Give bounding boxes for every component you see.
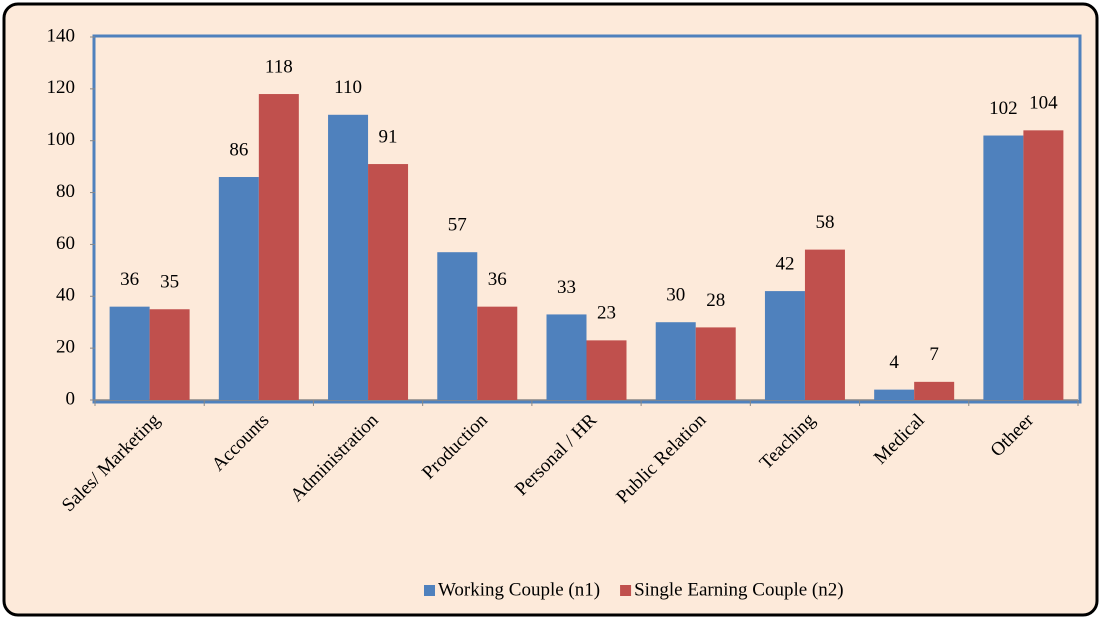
- bar: [546, 314, 587, 400]
- data-label: 104: [1029, 93, 1058, 114]
- y-tick-label: 120: [47, 77, 76, 98]
- y-tick-label: 40: [56, 285, 75, 306]
- y-tick-label: 100: [47, 129, 76, 150]
- legend-label: Single Earning Couple (n2): [634, 579, 844, 600]
- data-label: 30: [666, 285, 685, 306]
- data-label: 42: [775, 253, 794, 274]
- data-label: 23: [597, 303, 616, 324]
- data-label: 57: [448, 215, 467, 236]
- data-label: 36: [488, 269, 507, 290]
- bar: [804, 249, 845, 400]
- bar: [914, 381, 955, 400]
- data-label: 28: [706, 290, 725, 311]
- data-label: 33: [557, 277, 576, 298]
- bar: [764, 291, 805, 400]
- data-label: 35: [160, 272, 179, 293]
- bar: [368, 164, 409, 400]
- data-label: 118: [265, 56, 293, 77]
- plot-frame: [92, 34, 1082, 404]
- bar: [983, 135, 1024, 400]
- bar: [218, 177, 259, 400]
- data-label: 7: [929, 344, 939, 365]
- legend-label: Working Couple (n1): [438, 579, 600, 600]
- y-tick-label: 140: [47, 25, 76, 46]
- data-label: 86: [229, 139, 248, 160]
- bar: [874, 389, 915, 400]
- data-label: 4: [889, 352, 899, 373]
- data-label: 102: [989, 98, 1018, 119]
- legend-swatch: [424, 585, 435, 596]
- bar: [258, 94, 299, 401]
- y-tick-label: 80: [56, 181, 75, 202]
- y-tick-label: 20: [56, 337, 75, 358]
- y-tick-label: 60: [56, 233, 75, 254]
- data-label: 58: [815, 212, 834, 233]
- data-label: 110: [334, 77, 362, 98]
- bar: [109, 306, 150, 400]
- bar: [437, 252, 478, 400]
- data-label: 36: [120, 269, 139, 290]
- bar: [586, 340, 627, 400]
- legend-swatch: [620, 585, 632, 596]
- bar: [149, 309, 190, 400]
- bar: [1023, 130, 1064, 401]
- bar: [695, 327, 736, 400]
- bar: [328, 114, 369, 401]
- bar: [477, 306, 518, 400]
- bar: [655, 322, 696, 400]
- y-tick-label: 0: [66, 388, 76, 409]
- data-label: 91: [379, 126, 398, 147]
